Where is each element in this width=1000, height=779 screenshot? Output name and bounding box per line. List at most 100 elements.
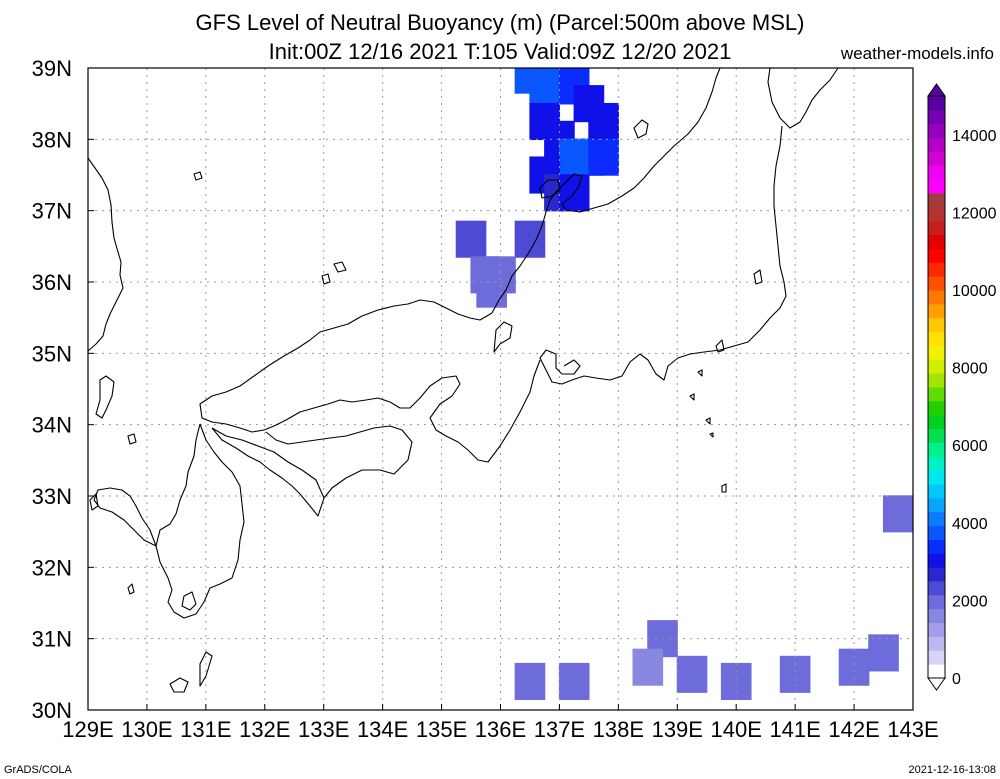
y-tick-label: 39N	[32, 56, 72, 81]
colorbar-segment	[928, 303, 945, 319]
data-cell	[476, 270, 507, 308]
data-cell	[868, 634, 899, 672]
colorbar-segment	[928, 470, 945, 485]
colorbar-segment	[928, 345, 945, 360]
data-cell	[588, 102, 619, 141]
y-tick-label: 34N	[32, 413, 72, 438]
colorbar-segment	[928, 387, 945, 402]
colorbar-max-arrow	[927, 83, 946, 97]
colorbar-segment	[928, 442, 945, 457]
coastline	[87, 67, 839, 693]
colorbar-segment	[928, 290, 945, 305]
x-axis: 129E 130E 131E 132E 133E 134E 135E 136E 137E 138E…	[62, 704, 939, 742]
data-cell	[720, 662, 752, 701]
colorbar: 0 2000 4000 6000 8000 10000 12000 14000	[927, 83, 997, 691]
x-tick-label: 132E	[239, 717, 290, 742]
colorbar-segment	[928, 608, 945, 624]
colorbar-segment	[928, 594, 945, 610]
y-tick-label: 36N	[32, 270, 72, 295]
colorbar-segment	[928, 553, 945, 568]
x-tick-label: 134E	[357, 717, 408, 742]
data-cell	[558, 662, 590, 701]
colorbar-segment	[928, 636, 945, 651]
footer-right: 2021-12-16-13:08	[909, 764, 996, 776]
data-cell	[838, 648, 870, 686]
data-cell	[882, 495, 913, 533]
colorbar-segment	[928, 650, 945, 665]
colorbar-segment	[928, 622, 945, 637]
data-cell	[514, 220, 546, 258]
x-tick-label: 136E	[475, 717, 526, 742]
y-tick-label: 32N	[32, 555, 72, 580]
y-tick-label: 35N	[32, 341, 72, 366]
colorbar-segment	[928, 484, 945, 499]
colorbar-segment	[928, 248, 945, 263]
footer-left: GrADS/COLA	[4, 764, 73, 776]
x-tick-label: 142E	[828, 717, 879, 742]
colorbar-segment	[928, 109, 945, 125]
colorbar-tick-label: 14000	[952, 128, 997, 145]
y-tick-label: 31N	[32, 627, 72, 652]
data-cell	[779, 655, 811, 693]
x-tick-label: 138E	[593, 717, 644, 742]
colorbar-segment	[928, 276, 945, 291]
colorbar-segment	[928, 165, 945, 180]
colorbar-tick-label: 6000	[952, 438, 988, 455]
grid-lines	[88, 68, 913, 710]
colorbar-segment	[928, 359, 945, 374]
colorbar-segment	[928, 400, 945, 416]
colorbar-segment	[928, 664, 945, 679]
data-cell	[588, 138, 619, 176]
data-cell	[455, 220, 487, 258]
colorbar-tick-label: 12000	[952, 205, 997, 222]
x-tick-label: 137E	[534, 717, 585, 742]
x-tick-label: 130E	[121, 717, 172, 742]
plot-area: 129E 130E 131E 132E 133E 134E 135E 136E 137E 138E…	[32, 56, 939, 742]
y-axis: 30N 31N 32N 33N 34N 35N 36N 37N 38N 39N	[32, 56, 94, 723]
colorbar-segment	[928, 581, 945, 596]
colorbar-segment	[928, 567, 945, 582]
x-tick-label: 140E	[711, 717, 762, 742]
colorbar-segment	[928, 151, 945, 166]
colorbar-segment	[928, 497, 945, 513]
colorbar-segment	[928, 456, 945, 471]
colorbar-tick-label: 0	[952, 671, 961, 688]
data-cell	[632, 648, 664, 686]
x-tick-label: 133E	[298, 717, 349, 742]
colorbar-segment	[928, 539, 945, 554]
x-tick-label: 131E	[180, 717, 231, 742]
plot-background	[88, 68, 913, 710]
source-label: weather-models.info	[840, 44, 994, 63]
colorbar-segment	[928, 511, 945, 527]
x-tick-label: 141E	[769, 717, 820, 742]
colorbar-segment	[928, 331, 945, 346]
colorbar-tick-label: 10000	[952, 283, 997, 300]
colorbar-segment	[928, 206, 945, 222]
colorbar-segment	[928, 193, 945, 208]
colorbar-segment	[928, 96, 945, 111]
x-tick-label: 139E	[652, 717, 703, 742]
x-tick-label: 143E	[887, 717, 938, 742]
colorbar-segment	[928, 220, 945, 236]
shaded-cells	[455, 68, 913, 701]
colorbar-segment	[928, 234, 945, 249]
chart-title: GFS Level of Neutral Buoyancy (m) (Parce…	[196, 10, 805, 35]
colorbar-tick-label: 8000	[952, 361, 988, 378]
x-tick-label: 135E	[416, 717, 467, 742]
y-tick-label: 37N	[32, 199, 72, 224]
y-tick-label: 38N	[32, 127, 72, 152]
x-tick-label: 129E	[62, 717, 113, 742]
colorbar-segment	[928, 414, 945, 430]
colorbar-tick-label: 2000	[952, 593, 988, 610]
colorbar-segment	[928, 525, 945, 540]
colorbar-segment	[928, 373, 945, 388]
data-cell	[514, 662, 546, 701]
colorbar-min-arrow	[927, 677, 946, 691]
colorbar-segment	[928, 317, 945, 333]
colorbar-segment	[928, 123, 945, 139]
y-tick-label: 33N	[32, 484, 72, 509]
colorbar-tick-label: 4000	[952, 516, 988, 533]
colorbar-segment	[928, 137, 945, 152]
data-cell	[676, 655, 708, 693]
